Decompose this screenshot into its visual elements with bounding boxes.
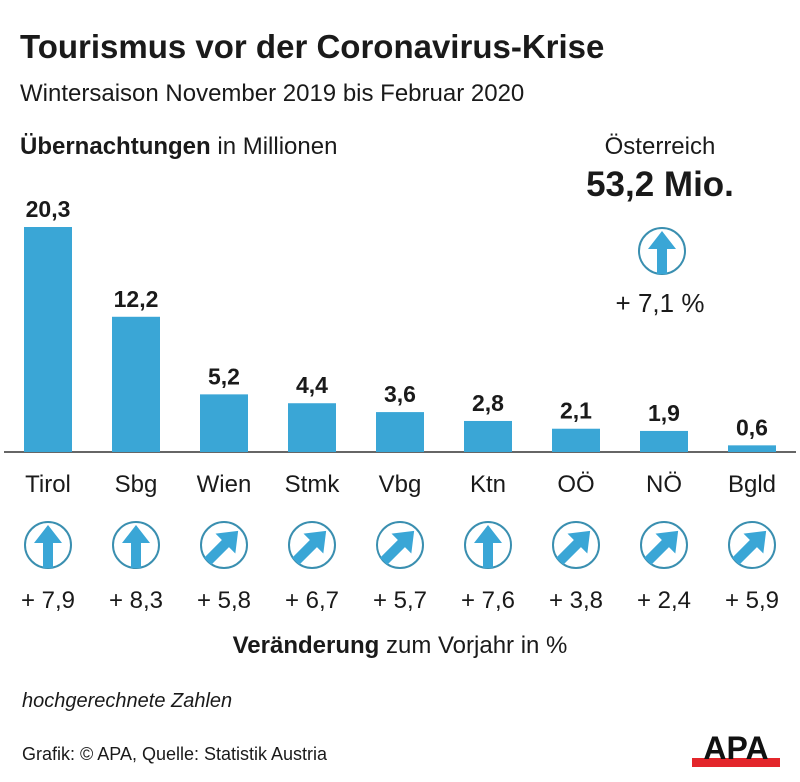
arrow-up-right-icon [288,521,336,569]
arrow-up-right-icon [728,521,776,569]
chart-title: Tourismus vor der Coronavirus-Krise [20,28,605,65]
category-label: OÖ [557,471,594,498]
change-label-bold: Veränderung [232,632,380,659]
value-label: 20,3 [26,196,71,222]
bar-OÖ [552,428,600,452]
apa-logo: APA [692,730,780,767]
category-label: Stmk [285,471,341,498]
category-label: Vbg [379,471,422,498]
arrow-up-right-icon [376,521,424,569]
bar-NÖ [640,430,688,452]
change-value: + 7,6 [461,587,515,614]
value-label: 2,1 [560,398,592,424]
total-change: + 7,1 % [615,288,705,318]
change-value: + 8,3 [109,587,163,614]
arrow-up-right-icon [640,521,688,569]
country-label: Österreich [604,133,716,160]
change-value: + 5,9 [725,587,779,614]
value-label: 2,8 [472,390,504,416]
value-label: 12,2 [114,286,159,312]
category-label: Ktn [470,471,506,498]
change-value: + 5,7 [373,587,427,614]
metric-label: Übernachtungen in Millionen [20,133,337,161]
arrow-up-right-icon [200,521,248,569]
svg-text:APA: APA [703,730,768,766]
category-label: Sbg [115,471,158,498]
value-label: 0,6 [736,414,768,440]
bar-Ktn [464,420,512,452]
bar-Sbg [112,316,160,452]
bar-Wien [200,394,248,452]
bar-Stmk [288,403,336,452]
chart-subtitle: Wintersaison November 2019 bis Februar 2… [20,80,525,107]
change-value: + 7,9 [21,587,75,614]
metric-label-bold: Übernachtungen [20,133,211,160]
arrow-up-icon [112,521,160,569]
bar-Bgld [728,445,776,452]
change-value: + 6,7 [285,587,339,614]
change-label-rest: zum Vorjahr in % [379,632,568,659]
change-value: + 5,8 [197,587,251,614]
arrow-up-right-icon [552,521,600,569]
category-label: Bgld [728,471,776,498]
value-label: 1,9 [648,400,680,426]
value-label: 5,2 [208,363,240,389]
arrow-up-icon [464,521,512,569]
value-label: 3,6 [384,381,416,407]
category-label: NÖ [646,471,682,498]
arrow-up-icon [638,227,686,275]
bar-Vbg [376,412,424,452]
footnote: hochgerechnete Zahlen [22,690,233,712]
value-label: 4,4 [296,372,328,398]
bar-Tirol [24,227,72,452]
bar-chart: 20,3 Tirol + 7,9 12,2 Sbg + 8,3 5,2 Wien + 5,8 4,… [4,196,796,614]
total-value: 53,2 Mio. [586,165,734,204]
arrow-up-icon [24,521,72,569]
metric-label-unit: in Millionen [210,133,338,160]
change-axis-label: Veränderung zum Vorjahr in % [0,632,800,660]
change-value: + 3,8 [549,587,603,614]
category-label: Tirol [25,471,71,498]
source-credit: Grafik: © APA, Quelle: Statistik Austria [22,744,328,764]
change-value: + 2,4 [637,587,691,614]
category-label: Wien [197,471,252,498]
